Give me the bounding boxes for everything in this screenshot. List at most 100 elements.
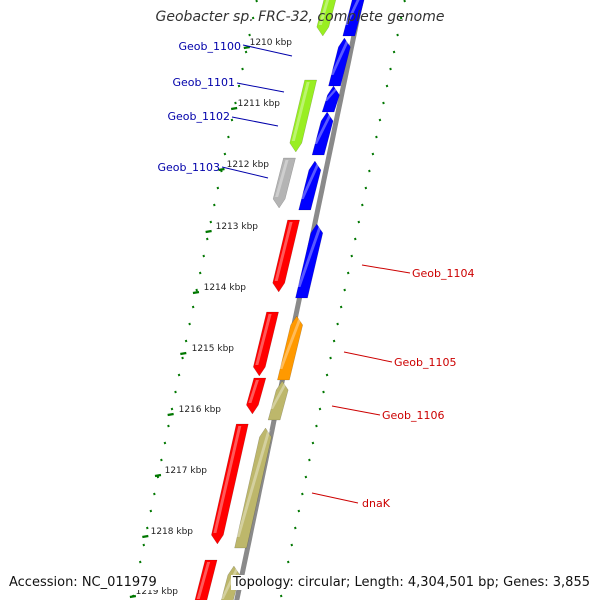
outer-tick — [286, 560, 290, 564]
inner-tick — [202, 254, 206, 258]
gene-leader-line — [231, 116, 279, 127]
kbp-label: 1219 kbp — [136, 587, 179, 597]
outer-tick — [304, 475, 308, 479]
gene-arrow — [234, 427, 272, 549]
gene-arrow-shine — [279, 318, 302, 369]
inner-tick — [213, 203, 216, 207]
inner-tick — [174, 390, 177, 394]
gene-arrow — [253, 311, 279, 377]
gene-arrow — [246, 377, 267, 415]
inner-tick — [153, 492, 156, 496]
gene-label: Geob_1104 — [412, 267, 475, 280]
outer-tick — [378, 118, 382, 122]
gene-arrow — [289, 79, 318, 153]
inner-tick — [138, 560, 142, 564]
kbp-tick — [205, 229, 212, 234]
kbp-label: 1210 kbp — [250, 38, 293, 48]
kbp-tick — [192, 290, 200, 295]
kbp-tick — [230, 106, 238, 111]
kbp-tick — [154, 473, 162, 478]
inner-tick — [191, 305, 195, 309]
inner-tick — [188, 322, 191, 326]
outer-tick — [279, 594, 283, 598]
outer-tick — [325, 373, 329, 377]
kbp-tick — [142, 534, 149, 539]
outer-tick — [315, 424, 318, 428]
kbp-tick — [218, 167, 225, 172]
inner-tick — [149, 509, 153, 513]
inner-tick — [237, 84, 241, 88]
outer-tick — [318, 407, 322, 411]
outer-tick — [346, 271, 350, 275]
inner-tick — [205, 237, 209, 241]
outer-tick — [339, 305, 343, 309]
gene-arrow-shine — [314, 114, 333, 144]
outer-tick — [364, 186, 368, 190]
gene-label: Geob_1101 — [173, 76, 236, 89]
gene-arrow — [272, 219, 300, 293]
outer-tick — [399, 16, 403, 20]
inner-tick — [251, 16, 255, 20]
gene-leader-line — [361, 264, 411, 274]
outer-tick — [353, 237, 357, 241]
kbp-tick — [129, 594, 137, 599]
topology-text: Topology: circular; Length: 4,304,501 bp… — [230, 575, 592, 590]
outer-tick — [301, 492, 304, 496]
outer-tick — [308, 458, 311, 462]
backbone-line — [234, 0, 364, 600]
gene-arrow-shine — [236, 430, 271, 537]
outer-tick — [375, 135, 378, 139]
inner-tick — [230, 118, 234, 122]
gene-arrow-shine — [297, 226, 322, 287]
gene-arrow-shine — [248, 380, 259, 403]
gene-arrow — [342, 0, 365, 37]
gene-arrow — [277, 315, 303, 381]
gene-arrow-shine — [213, 426, 242, 533]
inner-tick — [223, 152, 227, 156]
gene-label: Geob_1103 — [158, 161, 221, 174]
kbp-tick — [243, 45, 250, 50]
inner-tick — [184, 339, 188, 343]
gene-arrow-shine — [196, 562, 211, 599]
gene-arrow — [211, 423, 249, 545]
outer-tick — [336, 322, 339, 326]
gene-arrow — [321, 85, 340, 113]
inner-tick — [209, 220, 213, 224]
outer-tick — [332, 339, 336, 343]
gene-arrow-shine — [344, 0, 360, 25]
gene-arrow-shine — [275, 160, 289, 197]
inner-tick — [170, 407, 174, 411]
accession-text: Accession: NC_011979 — [7, 575, 159, 590]
outer-tick — [403, 0, 406, 3]
inner-tick — [248, 33, 251, 37]
outer-tick — [350, 254, 354, 258]
gene-arrow — [221, 565, 241, 600]
gene-arrow — [311, 111, 334, 156]
kbp-label: 1218 kbp — [151, 527, 194, 537]
inner-tick — [195, 288, 198, 292]
gene-arrow — [298, 160, 322, 211]
kbp-label: 1214 kbp — [204, 283, 247, 293]
outer-tick — [290, 543, 294, 547]
gene-leader-line — [311, 492, 359, 504]
outer-tick — [392, 50, 396, 54]
outer-tick — [368, 169, 371, 173]
gene-arrow — [295, 223, 324, 299]
kbp-label: 1212 kbp — [227, 160, 270, 170]
outer-tick — [343, 288, 346, 292]
outer-tick — [382, 101, 385, 105]
kbp-label: 1217 kbp — [165, 466, 208, 476]
outer-tick — [389, 67, 392, 71]
outer-tick — [297, 509, 301, 513]
gene-leader-line — [343, 351, 393, 363]
gene-arrow-shine — [324, 88, 339, 101]
outer-tick — [371, 152, 375, 156]
outer-tick — [311, 441, 315, 445]
outer-tick — [361, 203, 364, 207]
inner-tick — [216, 186, 220, 190]
inner-tick — [255, 0, 258, 3]
gene-label: dnaK — [362, 497, 391, 510]
map-title: Geobacter sp. FRC-32, complete genome — [155, 9, 445, 25]
gene-label: Geob_1105 — [394, 356, 457, 369]
